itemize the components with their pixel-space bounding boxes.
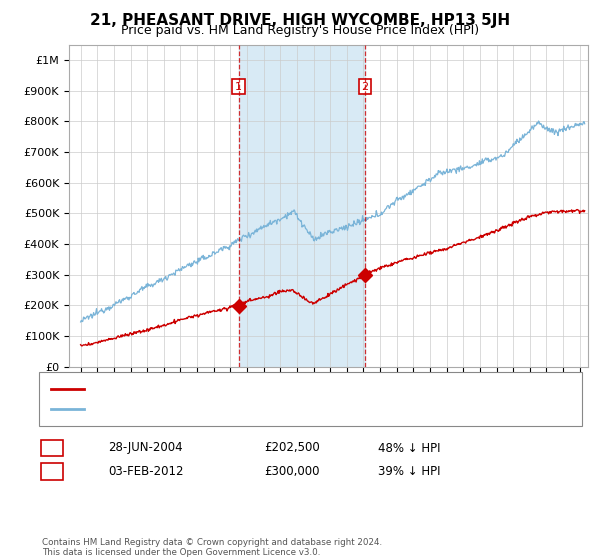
Text: £300,000: £300,000 <box>264 465 320 478</box>
Text: 2: 2 <box>48 465 56 478</box>
Text: 1: 1 <box>48 441 56 455</box>
Text: Contains HM Land Registry data © Crown copyright and database right 2024.
This d: Contains HM Land Registry data © Crown c… <box>42 538 382 557</box>
Text: 48% ↓ HPI: 48% ↓ HPI <box>378 441 440 455</box>
Text: Price paid vs. HM Land Registry's House Price Index (HPI): Price paid vs. HM Land Registry's House … <box>121 24 479 36</box>
Text: 1: 1 <box>235 82 242 92</box>
Text: 21, PHEASANT DRIVE, HIGH WYCOMBE, HP13 5JH: 21, PHEASANT DRIVE, HIGH WYCOMBE, HP13 5… <box>90 13 510 28</box>
Text: 28-JUN-2004: 28-JUN-2004 <box>108 441 182 455</box>
Text: HPI: Average price, detached house, Buckinghamshire: HPI: Average price, detached house, Buck… <box>89 404 372 414</box>
Text: 39% ↓ HPI: 39% ↓ HPI <box>378 465 440 478</box>
Text: 03-FEB-2012: 03-FEB-2012 <box>108 465 184 478</box>
Text: 21, PHEASANT DRIVE, HIGH WYCOMBE, HP13 5JH (detached house): 21, PHEASANT DRIVE, HIGH WYCOMBE, HP13 5… <box>89 384 439 394</box>
Bar <box>239 45 365 367</box>
Text: 2: 2 <box>361 82 368 92</box>
Text: £202,500: £202,500 <box>264 441 320 455</box>
